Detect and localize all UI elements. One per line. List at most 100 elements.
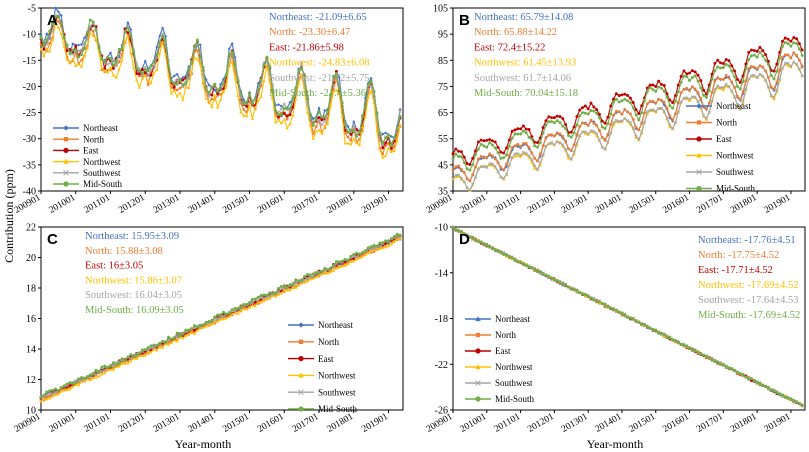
legend-label: North [83, 134, 104, 144]
x-tick-label: 201701 [695, 193, 725, 216]
legend-item-northeast: Northeast [686, 101, 751, 111]
stat-northwest: Northwest: 15.86±3.07 [85, 275, 182, 286]
panel-label: C [47, 231, 58, 248]
legend-marker [475, 396, 481, 402]
x-tick-label: 201001 [48, 412, 78, 435]
x-tick-label: 201101 [83, 412, 113, 435]
panel-label: B [459, 12, 470, 29]
legend-marker [63, 170, 69, 176]
legend-item-east: East [686, 134, 732, 144]
stat-northeast: Northeast: 65.79±14.08 [474, 12, 573, 23]
legend-marker [475, 332, 481, 338]
x-tick-label: 201101 [83, 193, 113, 216]
x-tick-label: 201601 [256, 412, 286, 435]
legend-item-north: North [465, 330, 516, 340]
y-tick-label: 22 [26, 223, 36, 234]
y-tick-label: -26 [435, 406, 448, 417]
series-markers-northwest [451, 60, 804, 192]
legend-label: East [318, 354, 334, 364]
x-tick-label: 201301 [152, 412, 182, 435]
legend-marker [63, 158, 69, 164]
legend-marker [63, 137, 69, 142]
legend-marker [298, 339, 304, 344]
legend-marker [298, 372, 304, 378]
stat-mid-south: Mid-South: -17.69±4.52 [698, 310, 800, 321]
series-markers-mid-south [39, 14, 402, 148]
y-tick-label: 55 [438, 134, 448, 145]
legend-label: East [83, 146, 99, 156]
y-tick-label: 45 [438, 160, 448, 171]
legend-label: Northeast [318, 320, 353, 330]
series-markers-northwest [39, 236, 402, 403]
x-tick-label: 201901 [360, 193, 390, 216]
legend-label: Mid-South [716, 184, 756, 194]
stat-north: North: 65.88±14.22 [474, 27, 557, 38]
x-tick-label: 201901 [763, 193, 793, 216]
stat-southwest: Southwest: -17.64±4.53 [698, 295, 799, 306]
legend-item-east: East [288, 354, 334, 364]
legend-marker [298, 355, 304, 362]
legend-item-mid-south: Mid-South [465, 394, 535, 404]
legend-label: Southwest [495, 378, 533, 388]
x-tick-label: 201601 [661, 412, 691, 435]
legend-marker [475, 364, 481, 370]
stat-northwest: Northwest: 61.45±13.93 [474, 58, 576, 69]
x-tick-label: 201301 [560, 193, 590, 216]
legend-label: North [495, 330, 516, 340]
x-axis-label-left: Year-month [175, 437, 232, 451]
stat-southwest: Southwest: -21.72±5.75 [269, 73, 370, 84]
y-tick-label: -40 [23, 187, 36, 198]
x-tick-label: 201401 [594, 193, 624, 216]
y-tick-label: -14 [435, 268, 448, 279]
legend-item-northwest: Northwest [465, 362, 533, 372]
legend-item-north: North [686, 118, 737, 128]
legend-label: Northeast [495, 314, 530, 324]
x-tick-label: 201701 [291, 193, 321, 216]
stat-north: North: -17.75±4.52 [698, 250, 779, 261]
x-tick-label: 201901 [360, 412, 390, 435]
series-markers-north [451, 51, 804, 182]
y-tick-label: -18 [435, 314, 448, 325]
y-tick-label: -20 [23, 82, 36, 93]
x-tick-label: 201801 [326, 193, 356, 216]
legend-label: Northwest [495, 362, 533, 372]
y-tick-label: -10 [435, 223, 448, 234]
stat-southwest: Southwest: 16.04±3.05 [85, 290, 182, 301]
series-markers-northwest [39, 21, 402, 159]
legend-label: Southwest [83, 168, 121, 178]
legend-marker [298, 406, 304, 412]
legend-item-north: North [288, 337, 339, 347]
legend-item-northeast: Northeast [53, 123, 118, 133]
stat-north: North: -23.30±6.47 [269, 27, 350, 38]
x-tick-label: 201401 [187, 412, 217, 435]
series-markers-mid-south [39, 232, 402, 399]
y-tick-label: 18 [26, 284, 36, 295]
legend-label: Northwest [318, 371, 356, 381]
y-tick-label: -22 [435, 360, 448, 371]
x-tick-label: 201201 [117, 412, 147, 435]
x-tick-label: 201201 [526, 412, 556, 435]
legend-marker [63, 147, 69, 154]
x-tick-label: 201801 [729, 193, 759, 216]
y-tick-label: 12 [26, 375, 36, 386]
y-tick-label: -10 [23, 30, 36, 41]
legend-marker [475, 380, 481, 386]
legend-label: Northeast [83, 123, 118, 133]
y-tick-label: 16 [26, 314, 36, 325]
legend-label: East [495, 346, 511, 356]
stat-mid-south: Mid-South: 70.04±15.18 [474, 88, 578, 99]
series-markers-southwest [451, 60, 804, 192]
x-tick-label: 201201 [117, 193, 147, 216]
plot-frame [452, 7, 806, 192]
legend-item-mid-south: Mid-South [686, 184, 756, 194]
x-tick-label: 201101 [493, 412, 523, 435]
x-tick-label: 201001 [459, 412, 489, 435]
x-tick-label: 201501 [628, 193, 658, 216]
legend-item-southwest: Southwest [465, 378, 533, 388]
legend-marker [696, 120, 702, 125]
legend-label: Mid-South [83, 179, 123, 189]
y-axis-label: Contribution (ppm) [2, 169, 16, 263]
legend-label: East [716, 134, 732, 144]
